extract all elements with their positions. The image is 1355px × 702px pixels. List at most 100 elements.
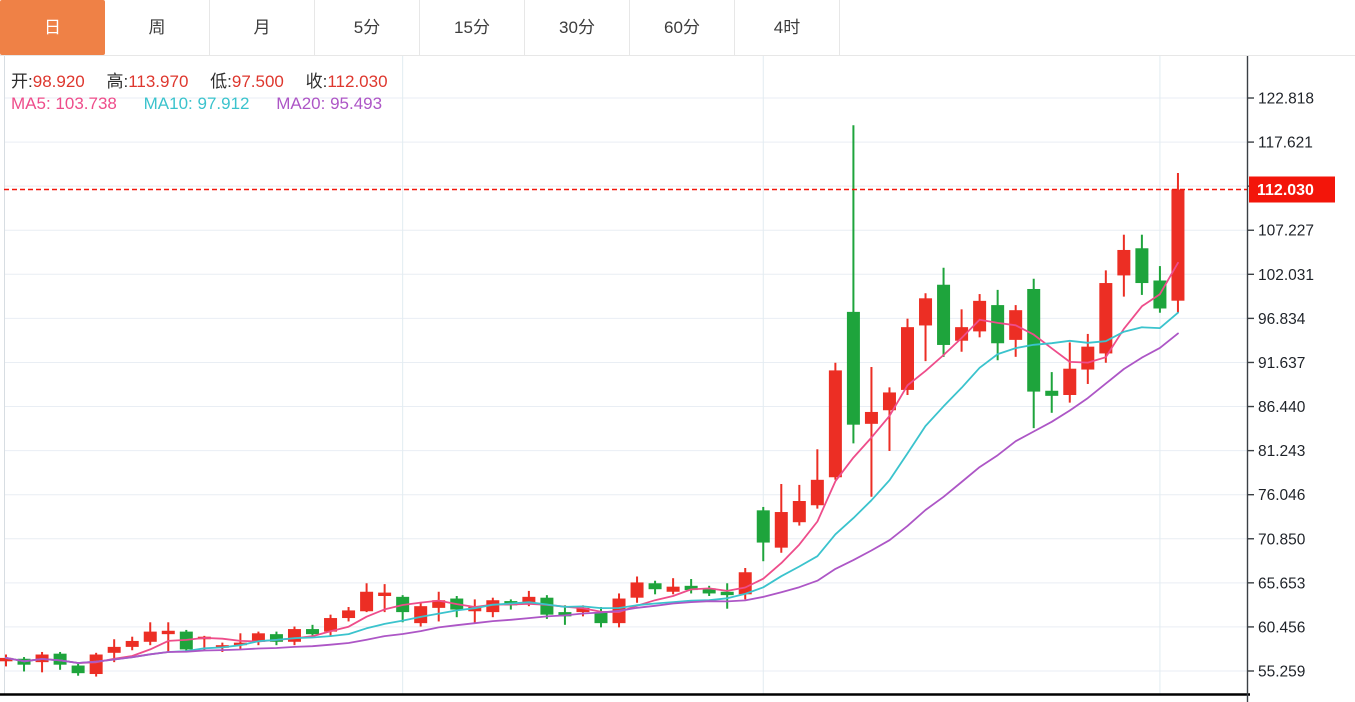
candle-body (792, 501, 806, 523)
close-value: 112.030 (327, 72, 388, 91)
tick-label: 117.621 (1258, 135, 1313, 152)
last-price-tag: 112.030 (1249, 176, 1335, 203)
ma5-line (5, 261, 1179, 664)
candle (324, 614, 338, 637)
candle-body (414, 606, 428, 624)
tab-60min[interactable]: 60分 (630, 0, 735, 55)
candle (432, 591, 446, 622)
tab-5min[interactable]: 5分 (315, 0, 420, 55)
candle (630, 576, 644, 603)
candle (414, 601, 428, 627)
candle (360, 583, 374, 613)
tick-label: 122.818 (1258, 91, 1314, 108)
candle (1171, 173, 1185, 313)
tab-30min[interactable]: 30分 (525, 0, 630, 55)
tick-label: 76.046 (1258, 487, 1305, 504)
candle-body (468, 607, 482, 612)
tick-label: 60.456 (1258, 619, 1305, 636)
ma10-readout: MA10: 97.912 (143, 94, 250, 113)
candle (161, 622, 175, 652)
candle-body (53, 653, 67, 665)
candle-body (774, 512, 788, 548)
candle-body (324, 618, 338, 632)
tab-4hour[interactable]: 4时 (735, 0, 840, 55)
candle (810, 449, 824, 509)
candle (486, 597, 500, 618)
open-label: 开: (11, 72, 33, 91)
candle-body (594, 612, 608, 624)
candle-body (576, 607, 590, 613)
candle (1117, 234, 1131, 297)
ohlc-readout: 开:98.920 高:113.970 低:97.500 收:112.030 (11, 67, 405, 92)
candles-layer (0, 125, 1185, 677)
candle (1045, 372, 1059, 413)
candle (1027, 278, 1041, 429)
candle (1099, 270, 1113, 363)
timeframe-tabs: 日 周 月 5分 15分 30分 60分 4时 (0, 0, 1355, 56)
candle-body (702, 588, 716, 594)
candle-body (684, 585, 698, 591)
candle-body (919, 298, 933, 326)
candle-body (810, 479, 824, 506)
tick-label: 91.637 (1258, 355, 1305, 372)
candle (0, 654, 13, 667)
candle (287, 626, 301, 646)
high-label: 高: (106, 72, 129, 91)
candle (937, 267, 951, 357)
ma-readout: MA5: 103.738 MA10: 97.912 MA20: 95.493 (11, 94, 382, 114)
ma20-line (5, 332, 1179, 664)
candle-body (846, 311, 860, 425)
tick-label: 70.850 (1258, 531, 1306, 548)
candle-body (882, 392, 896, 411)
candle-body (973, 300, 987, 332)
high-value: 113.970 (128, 72, 189, 91)
tab-month[interactable]: 月 (210, 0, 315, 55)
tab-week[interactable]: 周 (105, 0, 210, 55)
candle-body (540, 597, 554, 615)
candle-body (1045, 390, 1059, 396)
candle (1063, 342, 1077, 403)
candle (846, 125, 860, 444)
candle (378, 584, 392, 613)
candle-body (233, 642, 247, 646)
candle (269, 631, 283, 646)
candle (720, 583, 734, 609)
candle (684, 579, 698, 594)
candle (594, 607, 608, 628)
tick-label: 81.243 (1258, 443, 1305, 460)
candle (756, 506, 770, 562)
candle-body (955, 327, 969, 341)
candle (143, 622, 157, 646)
candle (919, 293, 933, 362)
candle-body (1171, 189, 1185, 301)
ma10-line (5, 311, 1179, 664)
low-value: 97.500 (231, 72, 284, 91)
candle-body (215, 645, 229, 648)
candle-body (1081, 346, 1095, 370)
candle-body (648, 583, 662, 590)
tab-day[interactable]: 日 (0, 0, 105, 55)
candle-body (991, 305, 1005, 344)
candle-body (864, 411, 878, 424)
candle-body (287, 629, 301, 642)
tab-15min[interactable]: 15分 (420, 0, 525, 55)
tick-label: 102.031 (1258, 267, 1314, 284)
candle-body (125, 640, 139, 647)
candle (774, 484, 788, 553)
candle-body (251, 633, 265, 642)
candle (864, 367, 878, 497)
candle (901, 318, 914, 395)
candle-body (720, 591, 734, 596)
candle-body (1117, 249, 1131, 276)
candle (1153, 266, 1167, 313)
candle-body (1063, 368, 1077, 395)
tick-label: 96.834 (1258, 311, 1306, 328)
candle (702, 585, 716, 596)
candle (666, 578, 680, 595)
ma5-readout: MA5: 103.738 (11, 94, 117, 113)
candle (648, 580, 662, 595)
low-label: 低: (210, 72, 232, 91)
candle (882, 387, 896, 451)
